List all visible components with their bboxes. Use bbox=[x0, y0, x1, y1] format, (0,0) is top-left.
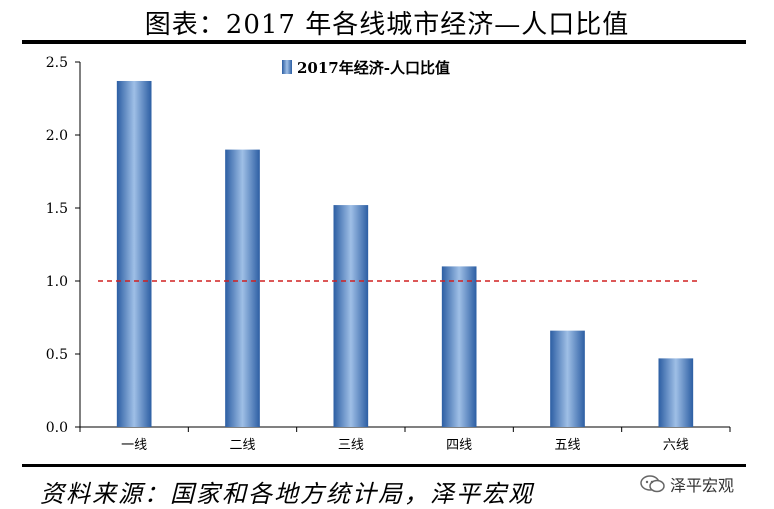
chart-title: 图表：2017 年各线城市经济—人口比值 bbox=[144, 10, 630, 40]
wechat-icon bbox=[640, 475, 665, 493]
bottom-rule bbox=[22, 464, 746, 467]
source-note: 资料来源：国家和各地方统计局，泽平宏观 bbox=[40, 480, 534, 508]
y-tick-label: 1.0 bbox=[46, 274, 68, 290]
x-tick-label: 三线 bbox=[338, 438, 364, 453]
top-rule bbox=[22, 40, 746, 44]
x-tick-label: 五线 bbox=[554, 438, 580, 453]
legend-swatch bbox=[282, 60, 292, 74]
y-tick-label: 0.5 bbox=[46, 347, 68, 363]
watermark-text: 泽平宏观 bbox=[670, 476, 735, 495]
y-tick-label: 2.5 bbox=[46, 55, 68, 71]
bar bbox=[333, 205, 369, 427]
watermark: 泽平宏观 bbox=[640, 472, 734, 496]
x-tick-label: 四线 bbox=[446, 438, 472, 453]
x-tick-label: 二线 bbox=[229, 438, 255, 453]
x-tick-label: 六线 bbox=[663, 438, 689, 453]
bar bbox=[116, 80, 152, 427]
bar bbox=[550, 330, 585, 427]
y-tick-label: 1.5 bbox=[46, 201, 68, 217]
bar bbox=[225, 149, 260, 427]
y-tick-label: 0.0 bbox=[46, 420, 68, 436]
x-tick-label: 一线 bbox=[121, 438, 147, 453]
bar bbox=[658, 358, 694, 427]
bar bbox=[441, 266, 477, 427]
y-tick-label: 2.0 bbox=[46, 128, 68, 144]
legend-label: 2017年经济-人口比值 bbox=[297, 59, 450, 77]
